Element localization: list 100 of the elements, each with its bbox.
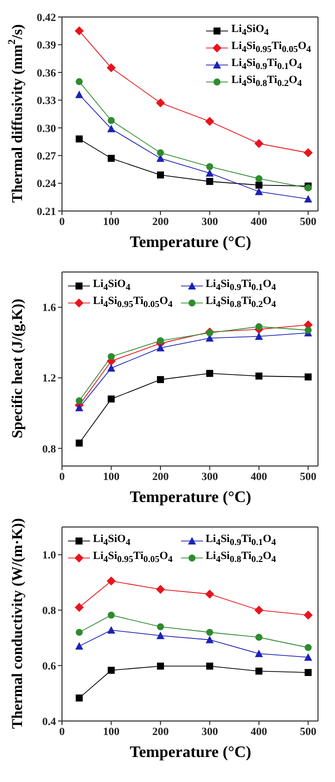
point xyxy=(75,642,84,650)
y-tick-label: 1.0 xyxy=(42,550,56,562)
point xyxy=(304,148,313,158)
x-tick-label: 300 xyxy=(201,216,218,228)
point xyxy=(108,353,115,360)
legend-label: Li$_{4}$SiO$_{4}$ xyxy=(93,278,130,293)
point xyxy=(156,344,164,352)
y-tick-label: 0.8 xyxy=(42,605,56,618)
point xyxy=(304,610,313,620)
x-tick-label: 400 xyxy=(250,470,268,483)
point xyxy=(76,440,83,447)
point xyxy=(206,628,214,636)
point xyxy=(255,175,262,182)
legend-label: Li$_{4}$Si$_{0.8}$Ti$_{0.2}$O$_{4}$ xyxy=(231,74,302,89)
x-tick-label: 100 xyxy=(102,470,120,483)
x-tick-label: 0 xyxy=(59,470,66,483)
point xyxy=(205,590,214,599)
point xyxy=(108,612,115,619)
point xyxy=(206,662,214,670)
y-tick-label: 1.6 xyxy=(42,302,56,314)
point xyxy=(304,644,312,652)
point xyxy=(304,373,312,380)
legend-label: Li$_{4}$Si$_{0.9}$Ti$_{0.1}$O$_{4}$ xyxy=(231,57,302,72)
x-tick-label: 500 xyxy=(300,726,317,738)
x-tick-label: 500 xyxy=(300,470,317,483)
point xyxy=(156,376,164,384)
y-tick-label: 0.8 xyxy=(42,443,56,456)
x-tick-label: 300 xyxy=(201,470,218,483)
point xyxy=(255,323,262,330)
point xyxy=(156,623,164,630)
point xyxy=(255,668,262,675)
point xyxy=(206,163,214,170)
x-axis-title: Temperature (°C) xyxy=(130,744,252,761)
legend-label: Li$_{4}$Si$_{0.95}$Ti$_{0.05}$O$_{4}$ xyxy=(93,295,173,310)
x-tick-label: 200 xyxy=(152,470,170,483)
legend-label: Li$_{4}$Si$_{0.9}$Ti$_{0.1}$O$_{4}$ xyxy=(206,533,276,548)
point xyxy=(255,372,262,380)
point xyxy=(108,395,115,402)
y-tick-label: 0.27 xyxy=(36,150,56,162)
point xyxy=(106,63,116,72)
x-tick-label: 100 xyxy=(102,726,120,738)
point xyxy=(254,606,264,615)
x-tick-label: 0 xyxy=(59,726,66,738)
point xyxy=(304,326,312,334)
point xyxy=(255,182,262,189)
y-axis-title: Specific heat (J/(g.K)) xyxy=(10,298,26,438)
x-tick-label: 300 xyxy=(201,726,218,738)
x-axis-title: Temperature (°C) xyxy=(130,234,252,251)
point xyxy=(206,370,214,377)
point xyxy=(206,169,214,177)
point xyxy=(304,194,312,202)
legend-label: Li$_{4}$Si$_{0.9}$Ti$_{0.1}$O$_{4}$ xyxy=(206,278,276,293)
point xyxy=(108,666,115,674)
point xyxy=(205,116,214,126)
point xyxy=(156,337,164,344)
point xyxy=(304,653,312,661)
y-tick-label: 0.24 xyxy=(36,178,56,190)
y-axis-title: Thermal conductivity (W/(m·K)) xyxy=(10,518,26,729)
legend-label: Li$_{4}$SiO$_{4}$ xyxy=(93,533,130,548)
point xyxy=(156,149,164,156)
y-tick-label: 0.39 xyxy=(36,40,56,52)
point xyxy=(74,26,84,36)
point xyxy=(108,154,115,162)
point xyxy=(255,634,262,641)
y-tick-label: 0.6 xyxy=(42,660,56,672)
x-tick-label: 400 xyxy=(250,216,268,228)
y-tick-label: 0.42 xyxy=(36,12,56,24)
legend-label: Li$_{4}$Si$_{0.95}$Ti$_{0.05}$O$_{4}$ xyxy=(231,40,311,55)
point xyxy=(76,78,83,86)
y-tick-label: 0.21 xyxy=(36,206,56,218)
point xyxy=(76,135,83,142)
legend-label: Li$_{4}$SiO$_{4}$ xyxy=(231,23,269,38)
point xyxy=(75,90,84,98)
legend-label: Li$_{4}$Si$_{0.8}$Ti$_{0.2}$O$_{4}$ xyxy=(206,295,276,310)
y-tick-label: 1.2 xyxy=(42,372,56,385)
legend-label: Li$_{4}$Si$_{0.8}$Ti$_{0.2}$O$_{4}$ xyxy=(206,550,276,565)
x-tick-label: 0 xyxy=(59,216,66,228)
point xyxy=(254,188,263,196)
point xyxy=(76,397,83,404)
y-tick-label: 0.33 xyxy=(36,95,56,108)
point xyxy=(206,636,214,644)
point xyxy=(108,116,115,124)
point xyxy=(75,404,84,412)
x-tick-label: 200 xyxy=(152,216,170,228)
x-tick-label: 500 xyxy=(300,216,317,228)
x-tick-label: 200 xyxy=(152,726,170,738)
point xyxy=(106,576,116,586)
point xyxy=(107,364,116,372)
point xyxy=(107,124,116,132)
point xyxy=(156,662,164,670)
x-axis-title: Temperature (°C) xyxy=(130,489,252,506)
point xyxy=(74,602,84,612)
point xyxy=(156,171,164,178)
point xyxy=(156,632,164,640)
x-tick-label: 100 xyxy=(102,216,120,228)
point xyxy=(254,332,263,340)
y-tick-label: 0.30 xyxy=(36,122,56,135)
point xyxy=(107,626,116,634)
point xyxy=(76,694,83,702)
y-tick-label: 0.4 xyxy=(42,716,56,728)
